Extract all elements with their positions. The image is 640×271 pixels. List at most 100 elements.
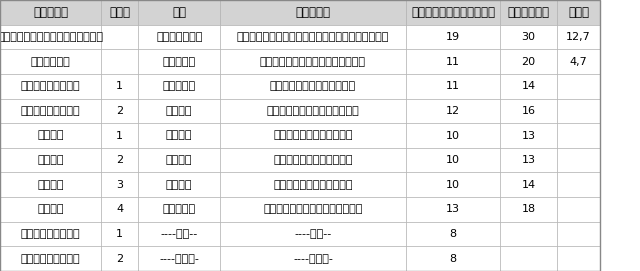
Text: ----लगल-: ----लगल-: [159, 254, 199, 264]
Bar: [406, 49, 500, 74]
Bar: [138, 49, 220, 74]
Text: 14: 14: [522, 81, 536, 91]
Bar: [220, 197, 406, 222]
Text: शार्दूलविक्रीडित: शार्दूलविक्रीडित: [0, 32, 104, 42]
Text: 2: 2: [116, 155, 124, 165]
Bar: [557, 123, 600, 148]
Text: मततगग: मततगग: [163, 57, 196, 67]
Bar: [557, 25, 600, 49]
Text: 8: 8: [449, 254, 457, 264]
Text: लललललगलललगलगलग: लललललगलललगलगलग: [267, 106, 359, 116]
Bar: [220, 49, 406, 74]
Bar: [138, 74, 220, 99]
Text: अक्षरसङ्ख्या: अक्षरसङ्ख्या: [411, 6, 495, 19]
Bar: [0, 74, 101, 99]
Bar: [138, 246, 220, 271]
Text: 19: 19: [446, 32, 460, 42]
Bar: [101, 123, 138, 148]
Bar: [406, 222, 500, 246]
Text: 2: 2: [116, 254, 124, 264]
Text: मसजसततग: मसजसततग: [156, 32, 202, 42]
Text: नजजर: नजजर: [166, 106, 193, 116]
Bar: [220, 222, 406, 246]
Bar: [0, 99, 101, 123]
Bar: [557, 148, 600, 172]
Bar: [138, 172, 220, 197]
Bar: [220, 123, 406, 148]
Text: 18: 18: [522, 204, 536, 214]
Text: गण: गण: [172, 6, 186, 19]
Bar: [500, 99, 557, 123]
Text: 12: 12: [446, 106, 460, 116]
Bar: [557, 0, 600, 25]
Bar: [0, 172, 101, 197]
Text: 16: 16: [522, 106, 536, 116]
Bar: [0, 0, 101, 25]
Text: 13: 13: [522, 131, 536, 140]
Text: 8: 8: [449, 229, 457, 239]
Bar: [220, 148, 406, 172]
Text: 13: 13: [522, 155, 536, 165]
Text: 1: 1: [116, 81, 123, 91]
Bar: [557, 172, 600, 197]
Text: 12,7: 12,7: [566, 32, 591, 42]
Bar: [406, 172, 500, 197]
Text: 10: 10: [446, 180, 460, 190]
Bar: [500, 222, 557, 246]
Text: लक्षण: लक्षण: [296, 6, 330, 19]
Bar: [101, 74, 138, 99]
Text: सौरभ: सौरभ: [37, 180, 64, 190]
Text: 10: 10: [446, 155, 460, 165]
Bar: [406, 148, 500, 172]
Text: ----लग--: ----लग--: [294, 229, 332, 239]
Bar: [406, 99, 500, 123]
Bar: [0, 25, 101, 49]
Text: सौरभ: सौरभ: [37, 204, 64, 214]
Text: 4: 4: [116, 204, 124, 214]
Bar: [0, 222, 101, 246]
Bar: [101, 222, 138, 246]
Text: यति: यति: [568, 6, 589, 19]
Text: ललगलगलगलललगलगलग: ललगलगलगलललगलगलग: [263, 204, 363, 214]
Bar: [406, 74, 500, 99]
Text: सजसजग: सजसजग: [163, 204, 196, 214]
Bar: [406, 0, 500, 25]
Bar: [101, 0, 138, 25]
Bar: [138, 148, 220, 172]
Bar: [0, 148, 101, 172]
Bar: [0, 123, 101, 148]
Bar: [557, 246, 600, 271]
Text: 30: 30: [522, 32, 536, 42]
Bar: [500, 49, 557, 74]
Bar: [138, 99, 220, 123]
Bar: [220, 172, 406, 197]
Bar: [101, 25, 138, 49]
Bar: [557, 222, 600, 246]
Bar: [138, 222, 220, 246]
Text: गलगलललललगललग: गलगलललललगललग: [273, 180, 353, 190]
Bar: [101, 49, 138, 74]
Text: शालिनी: शालिनी: [31, 57, 70, 67]
Text: रनभग: रनभग: [166, 180, 193, 190]
Text: गग्ग्ग्गलगग्गलगग: गग्ग्ग्गलगग्गलगग: [260, 57, 366, 67]
Bar: [138, 0, 220, 25]
Bar: [500, 123, 557, 148]
Text: 4,7: 4,7: [570, 57, 588, 67]
Text: गগগललगलगलगलललगग्गलगग्लग: गগগललगलगलगलललगग्गलगग्लग: [237, 32, 389, 42]
Bar: [101, 246, 138, 271]
Text: 2: 2: [116, 106, 124, 116]
Text: अपरवक्त्र: अपरवक्त्र: [20, 81, 81, 91]
Text: अनुष्टुभ्: अनुष्टुभ्: [20, 254, 81, 264]
Bar: [500, 25, 557, 49]
Text: अपरवक्त्र: अपरवक्त्र: [20, 106, 81, 116]
Text: 13: 13: [446, 204, 460, 214]
Bar: [557, 74, 600, 99]
Bar: [500, 148, 557, 172]
Text: वृत्त: वृत्त: [33, 6, 68, 19]
Bar: [101, 172, 138, 197]
Bar: [406, 123, 500, 148]
Bar: [138, 25, 220, 49]
Bar: [406, 25, 500, 49]
Text: ललललललललगलगलग: ललललललललगलगलग: [270, 81, 356, 91]
Text: 11: 11: [446, 57, 460, 67]
